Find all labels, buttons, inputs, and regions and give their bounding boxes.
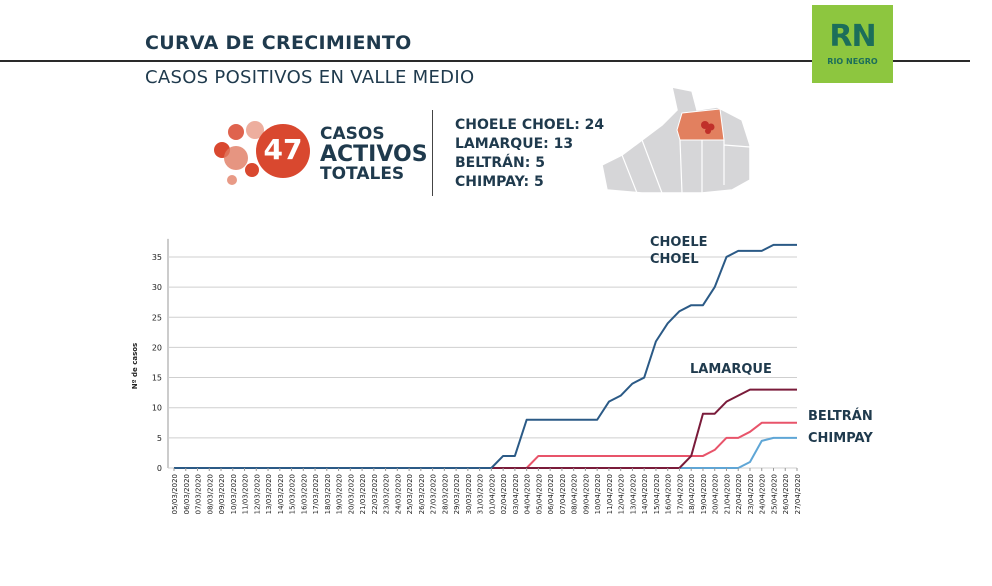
x-tick-label: 24/04/2020 [759,474,767,514]
x-tick-label: 01/04/2020 [488,474,496,514]
x-tick-label: 05/03/2020 [171,474,179,514]
y-tick-label: 25 [152,313,162,322]
x-tick-label: 14/04/2020 [641,474,649,514]
page-subtitle: CASOS POSITIVOS EN VALLE MEDIO [145,67,475,88]
x-tick-label: 29/03/2020 [453,474,461,514]
bubbles-icon [214,121,310,185]
x-tick-label: 23/04/2020 [747,474,755,514]
series-label: CHIMPAY [808,431,873,446]
x-tick-label: 27/04/2020 [794,474,802,514]
x-tick-label: 10/04/2020 [594,474,602,514]
series-line-chimpay [174,436,797,469]
x-tick-label: 25/03/2020 [406,474,414,514]
x-tick-label: 13/04/2020 [629,474,637,514]
x-tick-label: 24/03/2020 [394,474,402,514]
x-tick-label: 09/04/2020 [582,474,590,514]
x-tick-label: 21/04/2020 [723,474,731,514]
x-tick-label: 11/03/2020 [242,474,250,514]
total-active-cases: 47 [263,133,303,166]
logo-subtext: RIO NEGRO [827,57,878,66]
series-label: LAMARQUE [690,362,772,377]
x-tick-label: 07/04/2020 [559,474,567,514]
x-tick-label: 18/04/2020 [688,474,696,514]
x-tick-label: 19/03/2020 [336,474,344,514]
x-tick-label: 16/04/2020 [665,474,673,514]
x-tick-label: 20/03/2020 [347,474,355,514]
x-tick-label: 31/03/2020 [477,474,485,514]
x-tick-label: 08/03/2020 [206,474,214,514]
location-count: LAMARQUE: 13 [455,136,574,152]
x-tick-label: 25/04/2020 [770,474,778,514]
x-tick-label: 22/03/2020 [371,474,379,514]
x-tick-label: 17/03/2020 [312,474,320,514]
casos-label: CASOS [320,124,385,144]
totales-label: TOTALES [320,164,405,184]
y-tick-label: 0 [157,464,162,473]
series-label: CHOELE [650,235,708,250]
x-tick-label: 15/04/2020 [653,474,661,514]
x-tick-label: 08/04/2020 [571,474,579,514]
x-tick-label: 05/04/2020 [535,474,543,514]
x-tick-label: 12/04/2020 [618,474,626,514]
series-label: BELTRÁN [808,408,873,424]
x-tick-label: 27/03/2020 [430,474,438,514]
location-count: BELTRÁN: 5 [455,155,545,171]
location-count: CHOELE CHOEL: 24 [455,117,605,133]
activos-label: ACTIVOS [320,142,428,167]
x-tick-label: 06/04/2020 [547,474,555,514]
logo-text: RN [829,19,876,54]
y-tick-label: 10 [152,404,162,413]
x-tick-label: 06/03/2020 [183,474,191,514]
x-tick-label: 16/03/2020 [300,474,308,514]
x-tick-label: 14/03/2020 [277,474,285,514]
x-tick-label: 11/04/2020 [606,474,614,514]
y-tick-label: 5 [157,434,162,443]
x-tick-label: 10/03/2020 [230,474,238,514]
x-tick-label: 22/04/2020 [735,474,743,514]
x-tick-label: 15/03/2020 [289,474,297,514]
x-tick-label: 20/04/2020 [712,474,720,514]
x-tick-label: 13/03/2020 [265,474,273,514]
summary-divider [432,110,433,196]
x-tick-label: 19/04/2020 [700,474,708,514]
x-tick-label: 07/03/2020 [195,474,203,514]
x-tick-label: 28/03/2020 [441,474,449,514]
y-tick-label: 35 [152,253,162,262]
rio-negro-logo: RN RIO NEGRO [812,5,893,83]
page-title: CURVA DE CRECIMIENTO [145,32,412,54]
region-map [602,86,751,194]
x-tick-label: 02/04/2020 [500,474,508,514]
x-tick-label: 23/03/2020 [383,474,391,514]
x-tick-label: 12/03/2020 [253,474,261,514]
y-tick-label: 15 [152,374,162,383]
x-tick-label: 03/04/2020 [512,474,520,514]
x-tick-label: 17/04/2020 [676,474,684,514]
y-tick-label: 20 [152,343,162,352]
x-tick-label: 30/03/2020 [465,474,473,514]
x-tick-label: 04/04/2020 [524,474,532,514]
location-count: CHIMPAY: 5 [455,174,544,190]
x-tick-label: 21/03/2020 [359,474,367,514]
series-line-choele-choel [174,243,797,469]
x-tick-label: 09/03/2020 [218,474,226,514]
x-tick-label: 26/04/2020 [782,474,790,514]
x-tick-label: 18/03/2020 [324,474,332,514]
series-line-beltr-n [174,421,797,469]
header-divider [0,60,970,62]
x-tick-label: 26/03/2020 [418,474,426,514]
series-label: CHOEL [650,252,699,267]
y-tick-label: 30 [152,283,162,292]
